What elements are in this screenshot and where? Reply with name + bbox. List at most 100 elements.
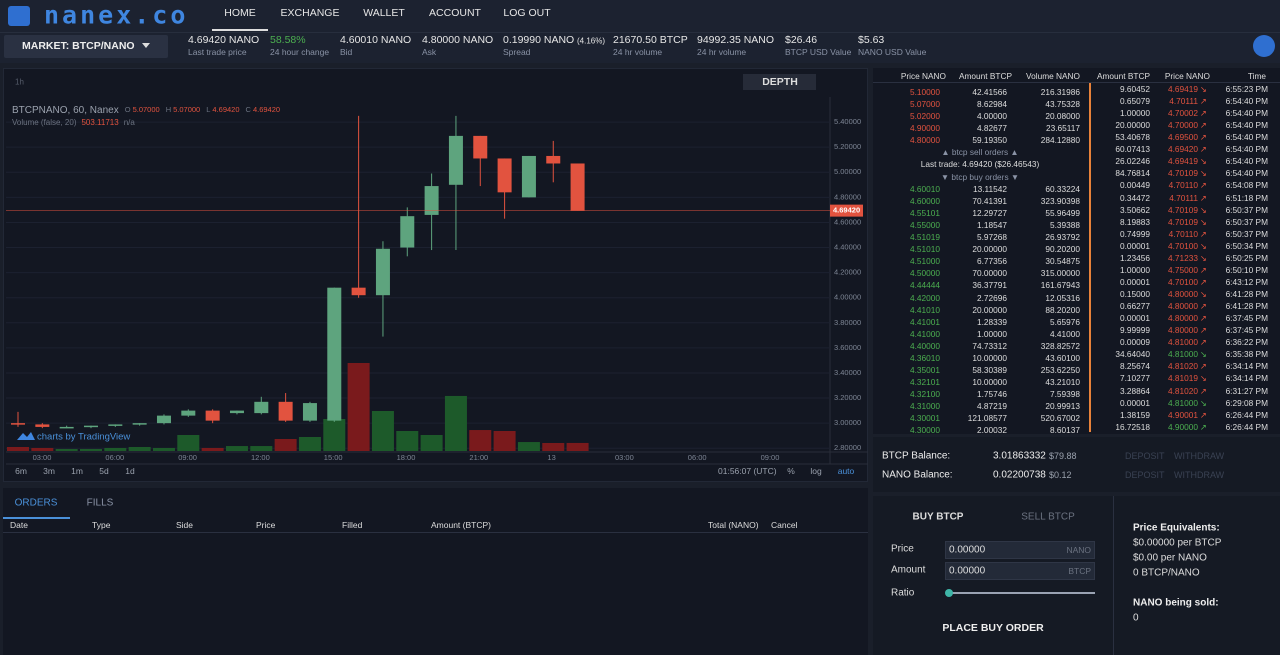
buy-cell: 1.18547 — [977, 220, 1007, 231]
buy-cell: 4.50000 — [910, 268, 940, 279]
form-tab[interactable]: BUY BTCP — [912, 511, 964, 523]
volume-bar — [347, 363, 370, 451]
depth-label[interactable]: DEPTH — [762, 76, 798, 88]
balance-usd: $0.12 — [1049, 470, 1072, 480]
trade-time: 6:54:40 PM — [1225, 144, 1268, 155]
candle-body — [473, 135, 488, 159]
trade-amount: 3.28864 — [1120, 385, 1150, 396]
trade-price: 4.80000 — [1168, 301, 1198, 312]
range-button[interactable]: 1m — [71, 466, 83, 476]
stat-value: 94992.35 NANO — [697, 34, 775, 46]
form-tab[interactable]: SELL BTCP — [1021, 511, 1075, 523]
trade-amount: 8.25674 — [1120, 361, 1150, 372]
range-button[interactable]: 6m — [15, 466, 27, 476]
market-selector[interactable]: MARKET: BTCP/NANO — [22, 40, 135, 52]
x-tick-label: 21:00 — [469, 453, 488, 462]
balance-label: NANO Balance: — [882, 469, 953, 481]
buy-cell: 4.32101 — [910, 376, 940, 387]
sell-cell: 23.65117 — [1046, 123, 1080, 133]
range-button[interactable]: 3m — [43, 466, 55, 476]
trade-arrow: ↘ — [1200, 204, 1207, 215]
ratio-knob[interactable] — [945, 589, 953, 597]
deposit-link[interactable]: DEPOSIT — [1125, 451, 1165, 461]
buy-cell: 4.51000 — [910, 256, 940, 267]
candle-body — [229, 410, 244, 414]
sell-cell: 42.41566 — [972, 87, 1007, 97]
book-column: Amount BTCP — [958, 71, 1012, 81]
volume-bar — [274, 439, 297, 451]
amount-input[interactable] — [945, 562, 1095, 580]
logo-icon — [8, 6, 30, 26]
depth-button[interactable] — [743, 74, 816, 90]
chart-option[interactable]: auto — [837, 466, 855, 476]
buy-cell: 1.28339 — [977, 316, 1007, 327]
y-tick-label: 4.20000 — [834, 268, 861, 277]
equivalent: $0.00 per NANO — [1133, 552, 1207, 564]
volume-bar — [31, 447, 54, 451]
buy-cell: 4.30000 — [910, 425, 940, 436]
orders-tab[interactable]: FILLS — [86, 497, 114, 509]
stat-note: (4.16%) — [577, 36, 606, 46]
last-price-tag — [830, 204, 863, 217]
stat-label: 24 hr volume — [613, 47, 663, 57]
trades-column: Price NANO — [1164, 71, 1210, 81]
stat-value: 4.80000 NANO — [422, 34, 494, 46]
sell-cell: 216.31986 — [1040, 87, 1080, 97]
candle-body — [254, 401, 269, 414]
sell-cell: 20.08000 — [1045, 111, 1080, 121]
volume-legend-item: Volume (false, 20) — [12, 118, 77, 127]
volume-legend-item: n/a — [124, 118, 136, 127]
orders-tab[interactable]: ORDERS — [14, 497, 58, 509]
price-input[interactable] — [945, 541, 1095, 559]
volume-bar — [420, 435, 443, 451]
orders-column: Type — [92, 520, 111, 530]
trade-amount: 1.38159 — [1120, 409, 1150, 420]
trade-time: 6:55:23 PM — [1225, 84, 1268, 94]
ratio-track[interactable] — [948, 592, 1095, 594]
chart-option[interactable]: log — [810, 466, 822, 476]
trade-price: 4.69419 — [1168, 84, 1198, 94]
orders-column: Cancel — [771, 520, 798, 530]
volume-bar — [7, 447, 29, 451]
tv-icon — [17, 432, 35, 440]
watermark: charts by TradingView — [37, 432, 130, 443]
trade-arrow: ↘ — [1200, 168, 1207, 179]
range-button[interactable]: 5d — [99, 466, 109, 476]
sell-cell: 4.00000 — [977, 111, 1007, 121]
nav-item[interactable]: WALLET — [363, 7, 405, 19]
nav-item[interactable]: LOG OUT — [503, 7, 551, 19]
chart-panel — [3, 68, 868, 482]
withdraw-link[interactable]: WITHDRAW — [1174, 451, 1225, 461]
range-button[interactable]: 1d — [125, 466, 135, 476]
x-tick-label: 06:00 — [688, 453, 707, 462]
trade-amount: 0.34472 — [1120, 192, 1150, 203]
trade-price: 4.80000 — [1168, 313, 1198, 324]
trade-arrow: ↗ — [1200, 409, 1207, 420]
volume-bar — [104, 447, 127, 451]
account-icon[interactable] — [1253, 35, 1275, 57]
stat-value: 21670.50 BTCP — [613, 34, 688, 46]
nav-item[interactable]: EXCHANGE — [280, 7, 340, 19]
nav-item[interactable]: ACCOUNT — [429, 7, 481, 19]
withdraw-link[interactable]: WITHDRAW — [1174, 470, 1225, 480]
sell-cell: 5.10000 — [910, 87, 940, 97]
market-select[interactable] — [4, 35, 168, 58]
trade-time: 6:50:37 PM — [1225, 204, 1268, 215]
y-tick-label: 3.20000 — [834, 393, 861, 402]
volume-bar — [225, 446, 248, 451]
trades-column: Time — [1247, 71, 1266, 81]
nav-item[interactable]: HOME — [224, 7, 256, 19]
buy-cell: 60.33224 — [1045, 184, 1080, 194]
volume-bar — [517, 442, 540, 451]
trade-price: 4.81000 — [1168, 349, 1198, 360]
x-tick-label: 13 — [547, 453, 555, 462]
deposit-link[interactable]: DEPOSIT — [1125, 470, 1165, 480]
trade-amount: 1.23456 — [1120, 252, 1150, 263]
stat-value: 4.60010 NANO — [340, 34, 412, 46]
place-order-button[interactable]: PLACE BUY ORDER — [942, 622, 1044, 634]
clock: 01:56:07 (UTC) — [718, 466, 777, 476]
chart-option[interactable]: % — [787, 466, 795, 476]
trade-arrow: ↗ — [1200, 325, 1207, 336]
trade-amount: 26.02246 — [1115, 156, 1150, 167]
buy-label: ▼ btcp buy orders ▼ — [940, 172, 1020, 182]
